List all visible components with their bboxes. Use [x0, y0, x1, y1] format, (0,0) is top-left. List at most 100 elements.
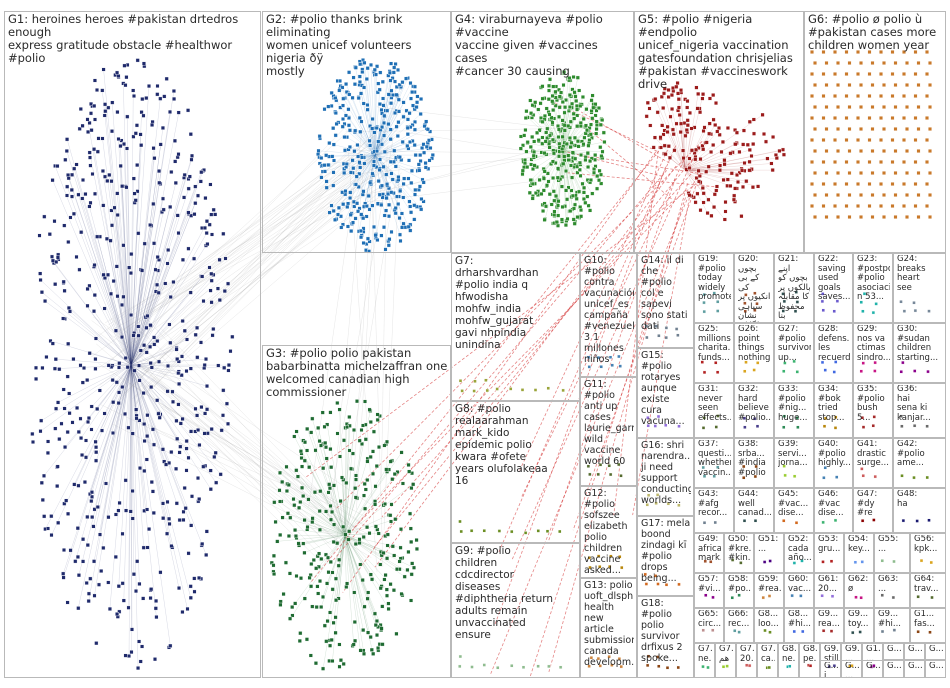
cross-group-edge: [632, 197, 690, 516]
graph-node: [152, 342, 157, 347]
group-panel-g59: G59: #rea...: [754, 573, 784, 608]
graph-node: [49, 533, 54, 538]
group-label: G9... #hi...: [878, 610, 901, 629]
graph-node: [174, 466, 179, 471]
graph-node: [208, 468, 213, 473]
cross-group-edge: [494, 166, 666, 625]
edge: [344, 484, 414, 536]
edge: [130, 325, 151, 366]
group-panel-g8a: G8... ne...: [778, 643, 799, 678]
edge: [130, 364, 145, 442]
graph-node: [164, 76, 169, 81]
cross-group-edge: [102, 145, 356, 369]
group-label: G50: #kre... #kin...: [728, 535, 751, 563]
edge: [130, 300, 204, 366]
group-panel-g34: G34: #bok tried stop...: [814, 383, 853, 438]
edge: [130, 364, 145, 425]
cross-group-edge: [123, 158, 373, 394]
graph-node: [103, 102, 108, 107]
edge: [359, 117, 376, 156]
edge: [684, 169, 747, 182]
edge: [282, 517, 346, 536]
graph-node: [122, 411, 127, 416]
graph-node: [105, 272, 110, 277]
graph-node: [129, 650, 134, 655]
edge: [664, 145, 686, 171]
cross-group-edge: [96, 175, 373, 370]
group-panel-g6: G6: #polio ø polio ù #pakistan cases mor…: [804, 11, 946, 253]
group-label: G...: [887, 645, 901, 654]
group-panel-g9y: G9... toy...: [844, 608, 874, 643]
group-panel-g32: G32: hard believe #polio...: [734, 383, 774, 438]
group-label: G...: [908, 662, 922, 671]
edge: [374, 74, 377, 156]
cross-group-edge: [161, 328, 375, 550]
edge: [370, 154, 376, 182]
edge: [303, 495, 346, 536]
group-label: G55: ...: [878, 535, 899, 554]
graph-node: [199, 170, 204, 175]
graph-node: [65, 137, 70, 142]
edge: [297, 476, 346, 536]
cross-group-edge: [511, 159, 693, 560]
cross-group-edge: [127, 382, 360, 530]
edge: [130, 243, 145, 366]
edge: [68, 307, 132, 366]
edge: [684, 157, 777, 171]
group-panel-g61: G61: 20...: [814, 573, 844, 608]
graph-node: [133, 589, 138, 594]
group-panel-g56: G56: kpk...: [910, 533, 946, 573]
graph-node: [132, 368, 137, 373]
group-label: G30: #sudan children starting...: [897, 325, 939, 363]
graph-node: [91, 309, 96, 314]
edge: [130, 364, 145, 511]
group-label: G49: africa mark...: [698, 535, 721, 563]
edge: [130, 155, 193, 366]
graph-node: [181, 509, 186, 514]
graph-node: [117, 609, 122, 614]
edge: [684, 134, 712, 171]
graph-node: [57, 367, 62, 372]
graph-node: [52, 219, 57, 224]
edge: [367, 68, 376, 156]
graph-node: [105, 178, 110, 183]
edge: [344, 534, 388, 590]
group-panel-g5: G5: #polio #nigeria #endpolio unicef_nig…: [634, 11, 804, 253]
edge: [344, 534, 364, 631]
graph-node: [92, 507, 97, 512]
graph-node: [188, 290, 193, 295]
group-label: G61: 20...: [818, 575, 839, 594]
group-label: G3: #polio polio pakistan babarbinatta m…: [266, 347, 448, 399]
group-label: G27: #polio survivor up...: [778, 325, 811, 363]
edge: [130, 170, 204, 366]
graph-node: [142, 241, 147, 246]
edge: [130, 206, 171, 366]
graph-node: [176, 402, 181, 407]
group-label: G...: [929, 662, 943, 671]
edge: [75, 364, 132, 562]
edge: [374, 154, 396, 160]
group-label: G2: #polio thanks brink eliminating wome…: [266, 13, 412, 78]
graph-node: [186, 186, 191, 191]
cross-group-edge: [136, 145, 390, 315]
graph-node: [167, 109, 172, 114]
group-label: G7... هم: [719, 645, 733, 664]
graph-node: [47, 232, 52, 237]
edge: [130, 364, 180, 589]
group-panel-g43: G43: #afg recor...: [694, 488, 734, 533]
group-label: G38: srba... #india #polio: [738, 440, 766, 478]
edge: [684, 150, 780, 171]
graph-node: [86, 591, 91, 596]
cross-group-edge: [529, 197, 686, 677]
cross-group-edge: [125, 160, 363, 344]
edge: [674, 150, 686, 171]
group-label: G34: #bok tried stop...: [818, 385, 845, 423]
group-panel-g8: G8: #polio realaarahman mark_kido epidem…: [451, 401, 580, 543]
graph-node: [147, 527, 152, 532]
graph-node: [115, 191, 120, 196]
cross-group-edge: [118, 354, 346, 535]
group-label: G33: #polio #nig... huge...: [778, 385, 808, 423]
cross-group-edge: [106, 327, 338, 514]
group-panel-g53: G53: gru...: [814, 533, 844, 573]
edge: [130, 325, 152, 366]
